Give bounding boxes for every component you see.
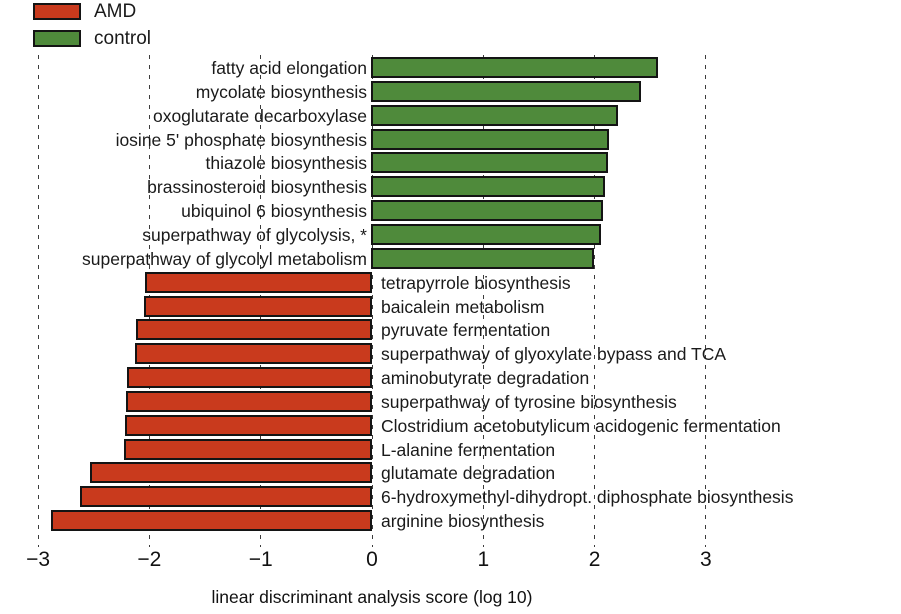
bar-amd — [135, 343, 372, 364]
bar-amd — [136, 319, 372, 340]
legend-label-control: control — [94, 28, 152, 49]
x-tick-label: 0 — [366, 548, 378, 571]
x-tick-label: −1 — [248, 548, 273, 571]
bar-amd — [144, 296, 372, 317]
bar-label: aminobutyrate degradation — [381, 368, 590, 388]
bar-label: Clostridium acetobutylicum acidogenic fe… — [381, 416, 781, 436]
x-tick-label: −3 — [26, 548, 51, 571]
bar-label: fatty acid elongation — [211, 58, 367, 78]
amd-color-swatch — [33, 3, 81, 20]
bar-label: ubiquinol 6 biosynthesis — [181, 201, 367, 221]
gridline-x-2 — [594, 55, 596, 547]
bar-amd — [51, 510, 372, 531]
bar-label: mycolate biosynthesis — [195, 82, 367, 102]
bar-label: superpathway of tyrosine biosynthesis — [381, 392, 677, 412]
legend-item-control: control — [33, 28, 151, 49]
bar-control — [371, 129, 609, 150]
legend-label-amd: AMD — [94, 1, 137, 22]
bar-control — [371, 224, 601, 245]
bar-label: glutamate degradation — [381, 463, 556, 483]
bar-label: thiazole biosynthesis — [205, 153, 367, 173]
bar-label: pyruvate fermentation — [381, 320, 551, 340]
x-tick-label: 1 — [477, 548, 490, 571]
bar-amd — [124, 439, 372, 460]
bar-control — [371, 248, 594, 269]
gridline-x-0 — [371, 55, 373, 547]
gridline-x--3 — [37, 55, 39, 547]
bar-label: brassinosteroid biosynthesis — [147, 177, 367, 197]
x-axis-title: linear discriminant analysis score (log … — [211, 587, 533, 607]
bar-control — [371, 81, 641, 102]
bar-label: L-alanine fermentation — [381, 440, 556, 460]
x-tick-label: 2 — [588, 548, 601, 571]
bar-amd — [80, 486, 372, 507]
bar-label: iosine 5' phosphate biosynthesis — [115, 130, 367, 150]
bar-amd — [125, 415, 372, 436]
bar-control — [371, 176, 605, 197]
bar-label: baicalein metabolism — [381, 297, 545, 317]
bar-amd — [90, 462, 372, 483]
gridline-x-1 — [482, 55, 484, 547]
bar-label: oxoglutarate decarboxylase — [152, 106, 367, 126]
bar-label: tetrapyrrole biosynthesis — [381, 273, 571, 293]
bar-amd — [145, 272, 372, 293]
bar-label: superpathway of glycolysis, * — [142, 225, 367, 245]
x-tick-label: −2 — [137, 548, 162, 571]
control-color-swatch — [33, 30, 81, 47]
x-tick-label: 3 — [700, 548, 712, 571]
bar-amd — [126, 391, 372, 412]
bar-label: superpathway of glycolyl metabolism — [82, 249, 367, 269]
gridline-x-3 — [705, 55, 707, 547]
legend-item-amd: AMD — [33, 1, 151, 22]
bar-label: superpathway of glyoxylate bypass and TC… — [381, 344, 727, 364]
bar-control — [371, 105, 618, 126]
legend: AMD control — [33, 1, 151, 55]
bar-control — [371, 152, 608, 173]
bar-control — [371, 200, 603, 221]
bar-label: 6-hydroxymethyl-dihydropt. diphosphate b… — [381, 487, 794, 507]
bar-label: arginine biosynthesis — [381, 511, 545, 531]
bar-amd — [127, 367, 372, 388]
bar-control — [371, 57, 658, 78]
